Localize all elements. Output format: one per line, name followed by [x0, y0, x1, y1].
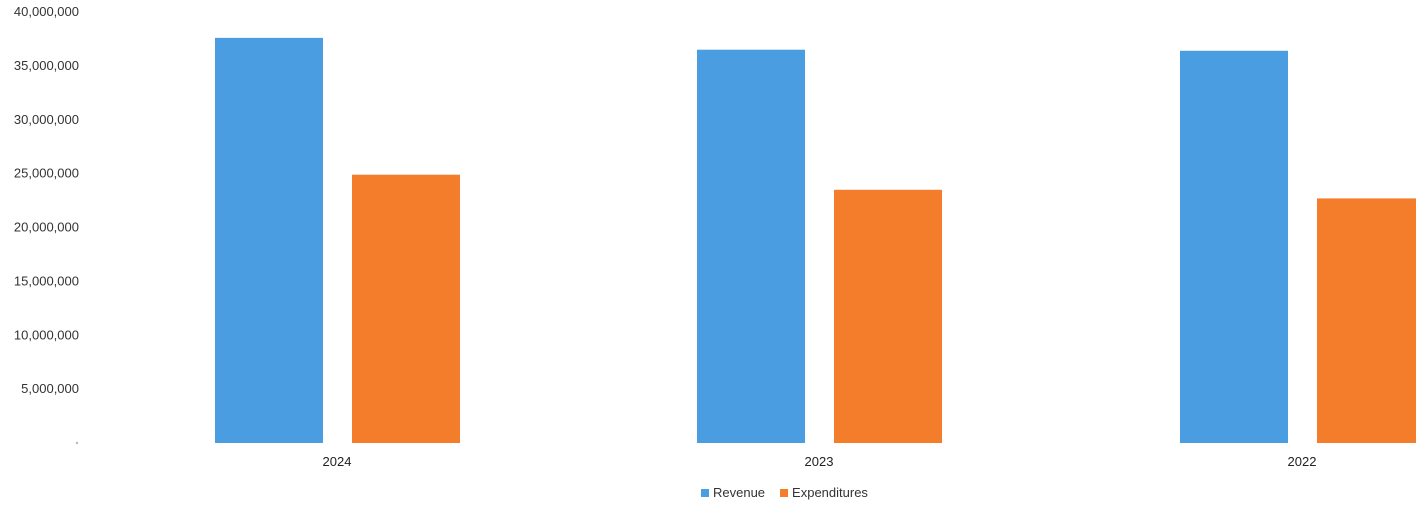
y-axis-origin-dot	[75, 441, 79, 445]
legend: Revenue Expenditures	[701, 485, 868, 500]
y-tick-label: 40,000,000	[14, 4, 79, 19]
bar-expenditures-2024	[352, 174, 460, 443]
legend-label-revenue: Revenue	[713, 485, 765, 500]
y-tick-label: 15,000,000	[14, 273, 79, 288]
bar-revenue-2023	[697, 49, 805, 444]
x-tick-label: 2024	[323, 454, 352, 469]
legend-swatch-expenditures	[780, 489, 789, 497]
y-tick-label: 20,000,000	[14, 220, 79, 235]
bar-revenue-2022	[1180, 50, 1288, 443]
x-axis: 2024 2023 2022	[323, 454, 1317, 469]
bars	[215, 37, 1416, 444]
y-tick-label: 30,000,000	[14, 112, 79, 127]
x-tick-label: 2023	[805, 454, 834, 469]
y-tick-label: 35,000,000	[14, 58, 79, 73]
legend-swatch-revenue	[701, 489, 709, 497]
bar-expenditures-2022	[1317, 198, 1416, 443]
legend-label-expenditures: Expenditures	[792, 485, 868, 500]
y-tick-label: 25,000,000	[14, 166, 79, 181]
bar-expenditures-2023	[834, 189, 942, 443]
y-axis: 40,000,000 35,000,000 30,000,000 25,000,000…	[14, 4, 79, 445]
y-tick-label: 10,000,000	[14, 327, 79, 342]
x-tick-label: 2022	[1288, 454, 1317, 469]
y-tick-label: 5,000,000	[21, 381, 79, 396]
bar-revenue-2024	[215, 37, 323, 444]
